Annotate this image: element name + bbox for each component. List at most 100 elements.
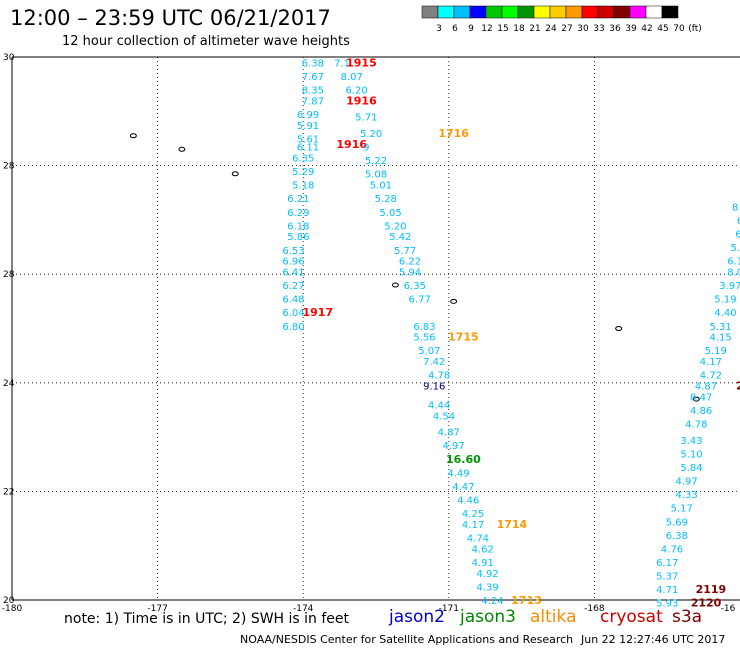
wave-height-label: 3.97 bbox=[719, 281, 740, 292]
wave-height-label: 5.77 bbox=[394, 246, 416, 257]
wave-height-label: 4.25 bbox=[462, 509, 484, 520]
island-outline bbox=[450, 298, 458, 304]
wave-height-label: 5.42 bbox=[389, 232, 411, 243]
x-tick-label: -171 bbox=[439, 604, 459, 612]
satellite-jason2-label: jason2 bbox=[389, 607, 445, 627]
wave-height-label: 6.35 bbox=[404, 281, 426, 292]
wave-height-label: 5.08 bbox=[365, 170, 387, 181]
wave-height-label: 8.0 bbox=[727, 267, 740, 278]
legend-label: 24 bbox=[545, 24, 557, 34]
wave-height-label: 6.53 bbox=[282, 246, 304, 257]
wave-height-label: 6.29 bbox=[287, 208, 309, 219]
wave-height-label: 5.31 bbox=[709, 322, 731, 333]
wave-height-label: 1916 bbox=[336, 138, 367, 151]
wave-height-label: 4.24 bbox=[481, 596, 503, 607]
legend-label: 30 bbox=[577, 24, 589, 34]
legend-label: 45 bbox=[657, 24, 668, 34]
legend-label: 42 bbox=[641, 24, 652, 34]
wave-height-label: 4.15 bbox=[709, 333, 731, 344]
island-outline bbox=[391, 282, 399, 288]
wave-height-label: 6.04 bbox=[282, 308, 304, 319]
chart-title: 12:00 – 23:59 UTC 06/21/2017 bbox=[10, 6, 331, 30]
footer-timestamp: Jun 22 12:27:46 UTC 2017 bbox=[581, 633, 726, 646]
wave-height-label: 4.78 bbox=[428, 371, 450, 382]
wave-height-label: 9 bbox=[363, 143, 369, 154]
wave-height-label: 5. bbox=[730, 243, 740, 254]
wave-height-label: 4.97 bbox=[675, 477, 697, 488]
wave-height-label: 4.92 bbox=[476, 569, 498, 580]
wave-height-label: 8.47 bbox=[690, 392, 712, 403]
wave-height-label: 4.87 bbox=[695, 382, 717, 393]
legend-label: 36 bbox=[609, 24, 621, 34]
satellite-jason3-label: jason3 bbox=[460, 607, 516, 627]
wave-height-label: 4.91 bbox=[472, 558, 494, 569]
wave-height-label: 6.38 bbox=[666, 531, 688, 542]
wave-height-label: 5.19 bbox=[705, 346, 727, 357]
x-tick-label: -16 bbox=[721, 604, 736, 612]
wave-height-label: 6.83 bbox=[413, 322, 435, 333]
wave-height-label: 5.29 bbox=[292, 167, 314, 178]
wave-height-label: 6.20 bbox=[345, 86, 367, 97]
legend-label: 3 bbox=[436, 24, 442, 34]
wave-height-label: 7.87 bbox=[302, 96, 324, 107]
wave-height-label: 4.33 bbox=[675, 490, 697, 501]
wave-height-label: 9.16 bbox=[423, 382, 445, 393]
wave-height-label: 5.20 bbox=[384, 221, 406, 232]
wave-height-label: 4.17 bbox=[700, 357, 722, 368]
wave-height-label: 5.94 bbox=[399, 267, 421, 278]
wave-height-label: 5.28 bbox=[375, 194, 397, 205]
wave-height-label: 4.86 bbox=[690, 406, 712, 417]
wave-height-label: 4.47 bbox=[452, 482, 474, 493]
wave-height-label: 2120 bbox=[691, 597, 722, 610]
wave-height-label: 4.62 bbox=[472, 544, 494, 555]
satellite-s3a-label: s3a bbox=[672, 607, 703, 627]
wave-height-label: 8 bbox=[732, 202, 738, 213]
wave-height-label: 4.40 bbox=[714, 308, 736, 319]
y-tick-label: 24 bbox=[3, 379, 15, 389]
wave-height-label: 6. bbox=[735, 229, 740, 240]
wave-height-label: 5.61 bbox=[297, 134, 319, 145]
y-tick-label: 22 bbox=[3, 487, 14, 497]
wave-height-label: 6 bbox=[737, 216, 740, 227]
wave-height-label: 5.93 bbox=[656, 599, 678, 610]
legend-swatch bbox=[661, 5, 679, 19]
wave-height-label: 5.01 bbox=[370, 181, 392, 192]
wave-height-label: 1713 bbox=[511, 594, 542, 607]
wave-height-label: 5.37 bbox=[656, 572, 678, 583]
legend-label: 27 bbox=[561, 24, 572, 34]
color-legend: 3 6 9 12 15 18 21 24 27 30 33 36 39 42 45 70 (ft) bbox=[421, 5, 702, 34]
footer-note: note: 1) Time is in UTC; 2) SWH is in fe… bbox=[64, 611, 350, 627]
legend-label: 12 bbox=[481, 24, 492, 34]
wave-height-label: 5.05 bbox=[379, 208, 401, 219]
legend-label: 18 bbox=[513, 24, 525, 34]
wave-height-label: 3.43 bbox=[680, 436, 702, 447]
wave-height-label: 1714 bbox=[497, 518, 528, 531]
wave-height-label: 4.78 bbox=[685, 420, 707, 431]
island-outline bbox=[178, 146, 186, 152]
wave-height-label: 6.22 bbox=[399, 257, 421, 268]
legend-label: 70 bbox=[673, 24, 685, 34]
satellite-cryosat-label: cryosat bbox=[600, 607, 663, 627]
wave-height-label: 1916 bbox=[346, 94, 377, 107]
legend-label: 39 bbox=[625, 24, 637, 34]
y-tick-label: 30 bbox=[3, 53, 15, 63]
wave-height-label: 6.27 bbox=[282, 281, 304, 292]
wave-height-label: 8.07 bbox=[341, 72, 363, 83]
wave-height-label: 6.38 bbox=[302, 58, 324, 69]
footer-credit: NOAA/NESDIS Center for Satellite Applica… bbox=[240, 633, 574, 646]
wave-height-label: 8.35 bbox=[302, 86, 324, 97]
wave-height-label: 1715 bbox=[448, 331, 479, 344]
wave-height-label: 5.17 bbox=[671, 504, 693, 515]
wave-height-label: 6.21 bbox=[287, 194, 309, 205]
wave-height-label: 4.44 bbox=[428, 401, 450, 412]
wave-height-label: 4.97 bbox=[443, 441, 465, 452]
island-outline bbox=[231, 171, 239, 177]
wave-height-label: 5.20 bbox=[360, 129, 382, 140]
legend-label: 21 bbox=[529, 24, 540, 34]
wave-height-label: 6.80 bbox=[282, 322, 304, 333]
wave-height-label: 5.86 bbox=[287, 232, 309, 243]
wave-height-label: 5.22 bbox=[365, 156, 387, 167]
wave-height-label: 5.07 bbox=[418, 346, 440, 357]
satellite-altika-label: altika bbox=[530, 607, 577, 627]
